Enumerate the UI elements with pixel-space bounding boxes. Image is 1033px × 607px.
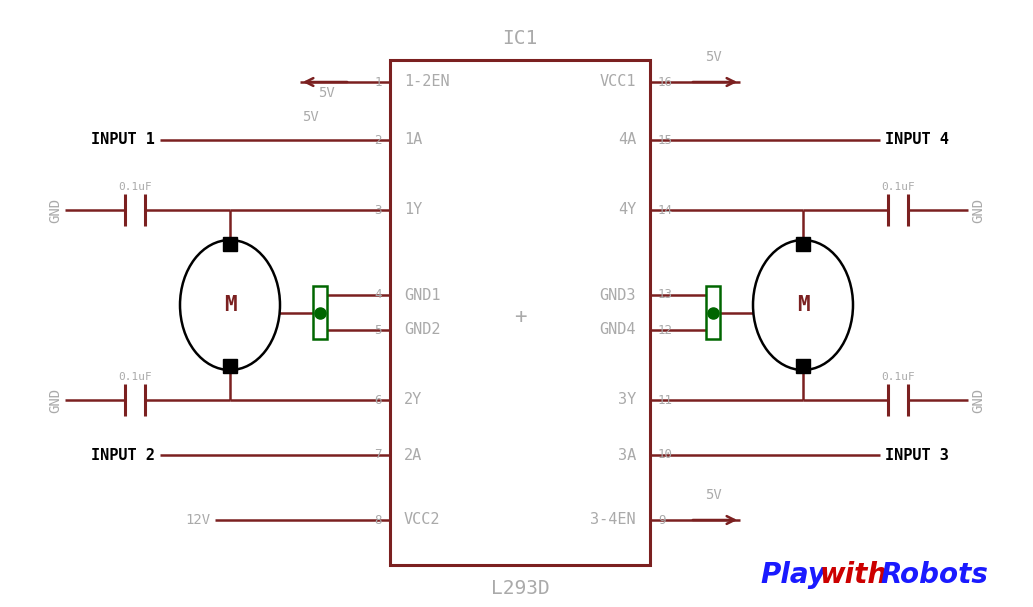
- Text: 14: 14: [658, 203, 674, 217]
- Text: 13: 13: [658, 288, 674, 302]
- Text: 0.1uF: 0.1uF: [881, 372, 915, 382]
- Text: 16: 16: [658, 75, 674, 89]
- Text: L293D: L293D: [491, 579, 550, 598]
- Text: 0.1uF: 0.1uF: [881, 182, 915, 192]
- Text: 5V: 5V: [302, 110, 318, 124]
- Bar: [796, 359, 810, 373]
- Text: INPUT 2: INPUT 2: [91, 447, 155, 463]
- Text: 8: 8: [375, 514, 382, 526]
- Text: GND2: GND2: [404, 322, 440, 337]
- Text: 3A: 3A: [618, 447, 636, 463]
- Text: 5: 5: [375, 324, 382, 336]
- Text: 1-2EN: 1-2EN: [404, 75, 449, 89]
- Text: Play: Play: [760, 561, 825, 589]
- Text: +: +: [513, 308, 526, 328]
- Text: 5V: 5V: [705, 50, 722, 64]
- Text: 11: 11: [658, 393, 674, 407]
- Text: GND1: GND1: [404, 288, 440, 302]
- Bar: [223, 237, 237, 251]
- Text: GND4: GND4: [599, 322, 636, 337]
- Text: 3Y: 3Y: [618, 393, 636, 407]
- Text: VCC1: VCC1: [599, 75, 636, 89]
- Text: M: M: [796, 295, 809, 315]
- Text: 1A: 1A: [404, 132, 422, 148]
- Text: 2: 2: [375, 134, 382, 146]
- Bar: [313, 286, 327, 339]
- Bar: [706, 286, 720, 339]
- Text: 4Y: 4Y: [618, 203, 636, 217]
- Ellipse shape: [180, 240, 280, 370]
- Text: 3-4EN: 3-4EN: [591, 512, 636, 527]
- Text: 0.1uF: 0.1uF: [118, 182, 152, 192]
- Text: 7: 7: [375, 449, 382, 461]
- Bar: [390, 60, 650, 565]
- Text: 12: 12: [658, 324, 674, 336]
- Text: IC1: IC1: [502, 29, 537, 48]
- Bar: [796, 237, 810, 251]
- Text: 4: 4: [375, 288, 382, 302]
- Text: GND: GND: [48, 387, 62, 413]
- Text: with: with: [820, 561, 888, 589]
- Text: 6: 6: [375, 393, 382, 407]
- Text: 10: 10: [658, 449, 674, 461]
- Text: INPUT 1: INPUT 1: [91, 132, 155, 148]
- Text: 1: 1: [375, 75, 382, 89]
- Text: GND: GND: [794, 300, 808, 325]
- Text: INPUT 3: INPUT 3: [885, 447, 949, 463]
- Text: 9: 9: [658, 514, 665, 526]
- Text: GND: GND: [971, 387, 985, 413]
- Text: 1Y: 1Y: [404, 203, 422, 217]
- Text: INPUT 4: INPUT 4: [885, 132, 949, 148]
- Text: GND3: GND3: [599, 288, 636, 302]
- Text: 2Y: 2Y: [404, 393, 422, 407]
- Text: GND: GND: [225, 300, 239, 325]
- Bar: [223, 359, 237, 373]
- Ellipse shape: [753, 240, 853, 370]
- Text: 12V: 12V: [185, 513, 210, 527]
- Text: 2A: 2A: [404, 447, 422, 463]
- Text: 4A: 4A: [618, 132, 636, 148]
- Text: 3: 3: [375, 203, 382, 217]
- Text: 15: 15: [658, 134, 674, 146]
- Text: 0.1uF: 0.1uF: [118, 372, 152, 382]
- Text: M: M: [224, 295, 237, 315]
- Text: 5V: 5V: [318, 86, 335, 100]
- Text: Robots: Robots: [880, 561, 988, 589]
- Text: GND: GND: [971, 197, 985, 223]
- Text: VCC2: VCC2: [404, 512, 440, 527]
- Text: 5V: 5V: [705, 488, 722, 502]
- Text: GND: GND: [48, 197, 62, 223]
